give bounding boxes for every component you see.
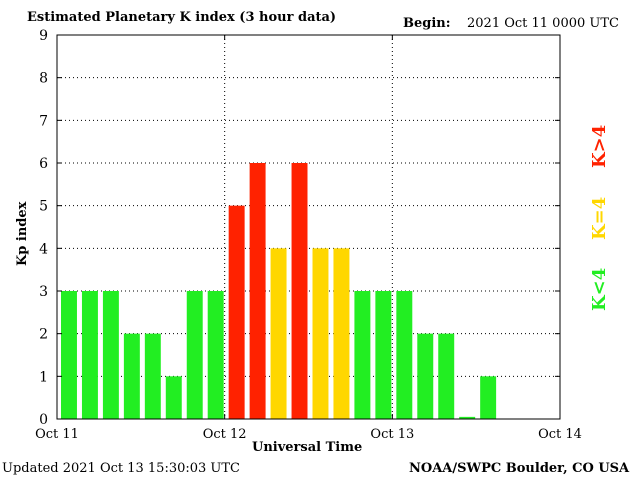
- x-tick-label: Oct 12: [203, 427, 247, 442]
- y-tick-label: 4: [39, 241, 48, 257]
- kp-bar: [312, 248, 329, 419]
- kp-bar: [459, 416, 476, 419]
- y-tick-label: 8: [39, 71, 48, 87]
- kp-bar: [480, 376, 497, 419]
- x-axis-label: Universal Time: [252, 440, 363, 455]
- legend-k-greater-4: K>4: [589, 124, 610, 168]
- y-tick-label: 5: [39, 199, 48, 215]
- kp-bar: [417, 333, 434, 419]
- y-tick-label: 2: [39, 327, 48, 343]
- kp-bar: [228, 205, 245, 419]
- y-tick-label: 1: [39, 369, 48, 385]
- x-tick-label: Oct 13: [370, 427, 414, 442]
- kp-bar: [333, 248, 350, 419]
- chart-title: Estimated Planetary K index (3 hour data…: [27, 10, 337, 25]
- y-tick-label: 7: [39, 113, 48, 129]
- source-text: NOAA/SWPC Boulder, CO USA: [409, 461, 630, 476]
- kp-bar: [123, 333, 140, 419]
- kp-bar: [375, 291, 392, 419]
- begin-label: Begin:: [403, 16, 451, 31]
- y-axis-label: Kp index: [15, 201, 30, 266]
- kp-bar: [186, 291, 203, 419]
- kp-bar: [396, 291, 413, 419]
- updated-text: Updated 2021 Oct 13 15:30:03 UTC: [2, 461, 240, 476]
- y-tick-label: 6: [39, 156, 48, 172]
- kp-bar: [102, 291, 119, 419]
- kp-bar: [249, 163, 266, 419]
- y-tick-label: 0: [39, 412, 48, 428]
- legend-k-equal-4: K=4: [589, 196, 610, 240]
- plot-frame: [56, 34, 561, 420]
- x-tick-label: Oct 11: [35, 427, 79, 442]
- kp-bar: [438, 333, 455, 419]
- kp-bar: [61, 291, 77, 419]
- begin-value: 2021 Oct 11 0000 UTC: [467, 16, 619, 31]
- kp-bar: [291, 163, 308, 419]
- kp-bar: [81, 291, 98, 419]
- kp-bar: [354, 291, 371, 419]
- kp-bar: [144, 333, 161, 419]
- legend-k-less-4: K<4: [589, 267, 610, 311]
- x-tick-label: Oct 14: [538, 427, 582, 442]
- y-tick-label: 9: [39, 28, 48, 44]
- kp-bar: [207, 291, 224, 419]
- y-tick-label: 3: [39, 284, 48, 300]
- kp-bar: [165, 376, 182, 419]
- kp-bar: [270, 248, 287, 419]
